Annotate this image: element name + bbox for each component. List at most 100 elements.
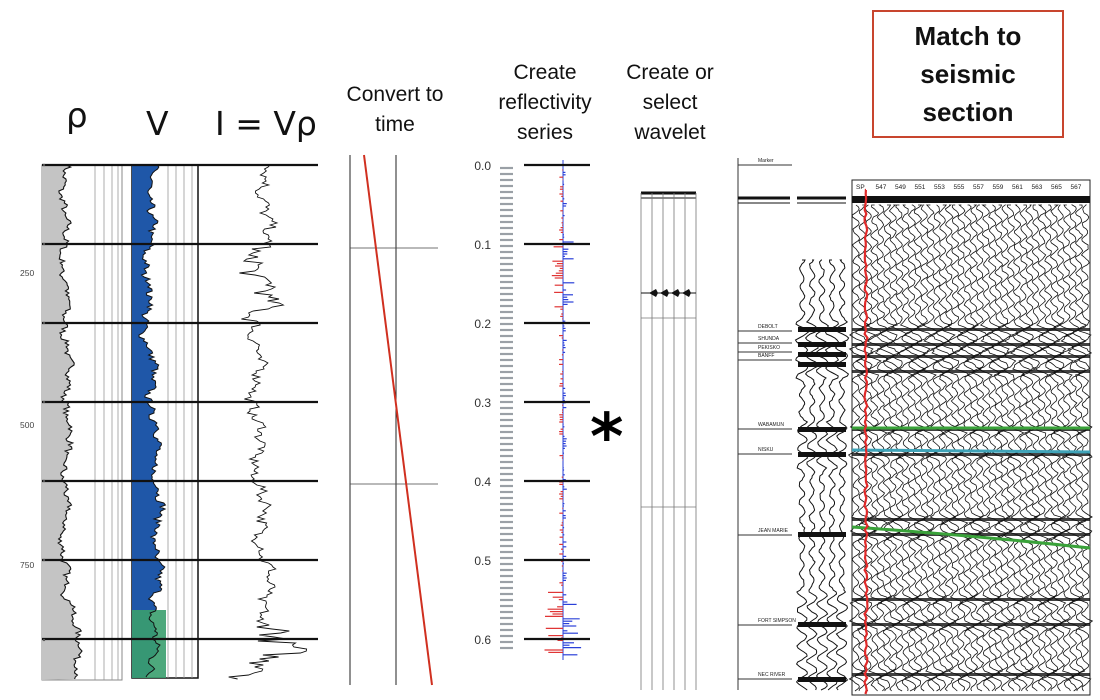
trace-number-label: 549 — [895, 184, 906, 191]
convolution-symbol: * — [590, 401, 624, 475]
seismic-trace — [884, 204, 902, 692]
seismic-trace — [1003, 204, 1019, 692]
trace-number-label: 561 — [1012, 184, 1023, 191]
seismic-reflector — [852, 623, 1090, 626]
seismic-trace — [946, 204, 964, 692]
formation-top-label: PEKISKO — [758, 345, 780, 351]
seismic-trace — [965, 204, 982, 692]
horizon-green-dipping — [851, 525, 1091, 550]
formation-tops-panel: Marker DEBOLT SHUNDA PEKISKO BANFF WABAMUN NIS… — [737, 158, 796, 690]
depth-tick-dot — [42, 638, 46, 642]
density-symbol: ρ — [66, 96, 88, 136]
formation-top-label: Marker — [758, 158, 774, 164]
trace-number-label: 557 — [973, 184, 984, 191]
seismic-trace — [854, 204, 871, 692]
seismic-trace — [922, 204, 939, 692]
time-tick-label: 0.3 — [474, 396, 491, 410]
match-title: Match to seismic section — [878, 17, 1058, 131]
synthetic-event — [798, 622, 846, 627]
synthetic-event — [798, 427, 846, 432]
seismic-trace — [1021, 204, 1038, 692]
seismic-trace — [1077, 204, 1094, 692]
trace-number-label: 567 — [1071, 184, 1082, 191]
depth-tick-label: 750 — [20, 560, 34, 570]
trace-number-label: 559 — [993, 184, 1004, 191]
depth-markers: 250 500 750 — [20, 163, 590, 642]
seismic-trace — [1039, 204, 1057, 692]
synthetic-event — [798, 532, 846, 537]
seismic-trace — [903, 204, 921, 692]
trace-number-label: 547 — [876, 184, 887, 191]
well-tie-trace — [863, 188, 869, 695]
horizon-teal — [851, 448, 1091, 454]
seismic-trace — [991, 204, 1007, 692]
match-title-line2: seismic — [920, 59, 1016, 89]
depth-tick-dot — [42, 163, 46, 167]
synthetic-event — [798, 352, 846, 357]
velocity-fill — [132, 165, 166, 678]
seismic-section: SP 547 549 551 553 555 557 559 561 563 565 567 — [847, 179, 1094, 696]
time-tick-label: 0.1 — [474, 238, 491, 252]
wavelet-panel — [640, 191, 697, 690]
depth-tick-dot — [42, 400, 46, 404]
seismic-trace — [847, 204, 865, 692]
seismic-trace — [971, 204, 989, 692]
depth-tick-label: 500 — [20, 420, 34, 430]
seismic-top-band — [852, 196, 1090, 203]
seismic-reflector — [852, 518, 1090, 521]
time-tick-label: 0.5 — [474, 554, 491, 568]
formation-top-label: NISKU — [758, 447, 774, 453]
density-curve — [57, 164, 83, 680]
trace-number-label: 565 — [1051, 184, 1062, 191]
trace-number-label: 555 — [954, 184, 965, 191]
formation-top-label: DEBOLT — [758, 324, 778, 330]
convert-to-time-title: Convert to time — [335, 80, 455, 140]
synthetic-event — [798, 342, 846, 347]
match-title-line1: Match to — [914, 21, 1022, 51]
match-to-seismic-box: Match to seismic section — [872, 10, 1064, 138]
seismic-reflector — [852, 453, 1090, 456]
reflectivity-panel: 0.0 0.1 0.2 0.3 0.4 0.5 0.6 — [474, 159, 582, 660]
synthetic-event — [798, 327, 846, 332]
seismic-reflector — [852, 598, 1090, 601]
impedance-formula: I = Vρ — [215, 104, 317, 143]
reflectivity-title-line2: reflectivity — [498, 91, 592, 114]
formation-top-label: SHUNDA — [758, 336, 780, 342]
synthetic-event — [798, 677, 846, 682]
seismic-trace — [866, 204, 883, 692]
wavelet-title-line3: wavelet — [634, 121, 706, 144]
seismic-trace — [996, 204, 1014, 692]
convert-title-line2: time — [375, 113, 415, 136]
formation-top-label: BANFF — [758, 353, 774, 359]
formation-top-label: FORT SIMPSON — [758, 618, 796, 624]
reflectivity-title-line3: series — [516, 121, 574, 144]
velocity-fill-low — [132, 610, 166, 678]
convert-title-line1: Convert to — [346, 83, 444, 106]
seismic-reflector — [852, 328, 1090, 331]
seismic-trace — [959, 204, 976, 692]
seismic-reflector — [852, 343, 1090, 346]
seismic-trace — [1070, 204, 1088, 692]
time-tick-label: 0.6 — [474, 633, 491, 647]
density-fill — [42, 165, 82, 680]
seismic-trace — [910, 204, 927, 692]
velocity-symbol: V — [146, 104, 169, 143]
seismic-trace — [916, 204, 932, 692]
time-tick-label: 0.4 — [474, 475, 491, 489]
seismic-trace — [977, 204, 995, 692]
seismic-trace — [879, 204, 896, 692]
trace-number-label: 553 — [934, 184, 945, 191]
formation-top-label: NEC RIVER — [758, 672, 786, 678]
seismic-reflector — [852, 673, 1090, 676]
reflectivity-title-line1: Create — [513, 61, 577, 84]
time-depth-panel — [349, 154, 438, 686]
seismic-trace — [952, 204, 970, 692]
seismic-trace — [1015, 204, 1032, 692]
seismic-trace — [872, 204, 890, 692]
seismic-reflector — [852, 533, 1090, 536]
trace-number-label: SP — [856, 184, 865, 191]
seismic-trace — [1058, 204, 1075, 692]
depth-tick-dot — [42, 558, 46, 562]
